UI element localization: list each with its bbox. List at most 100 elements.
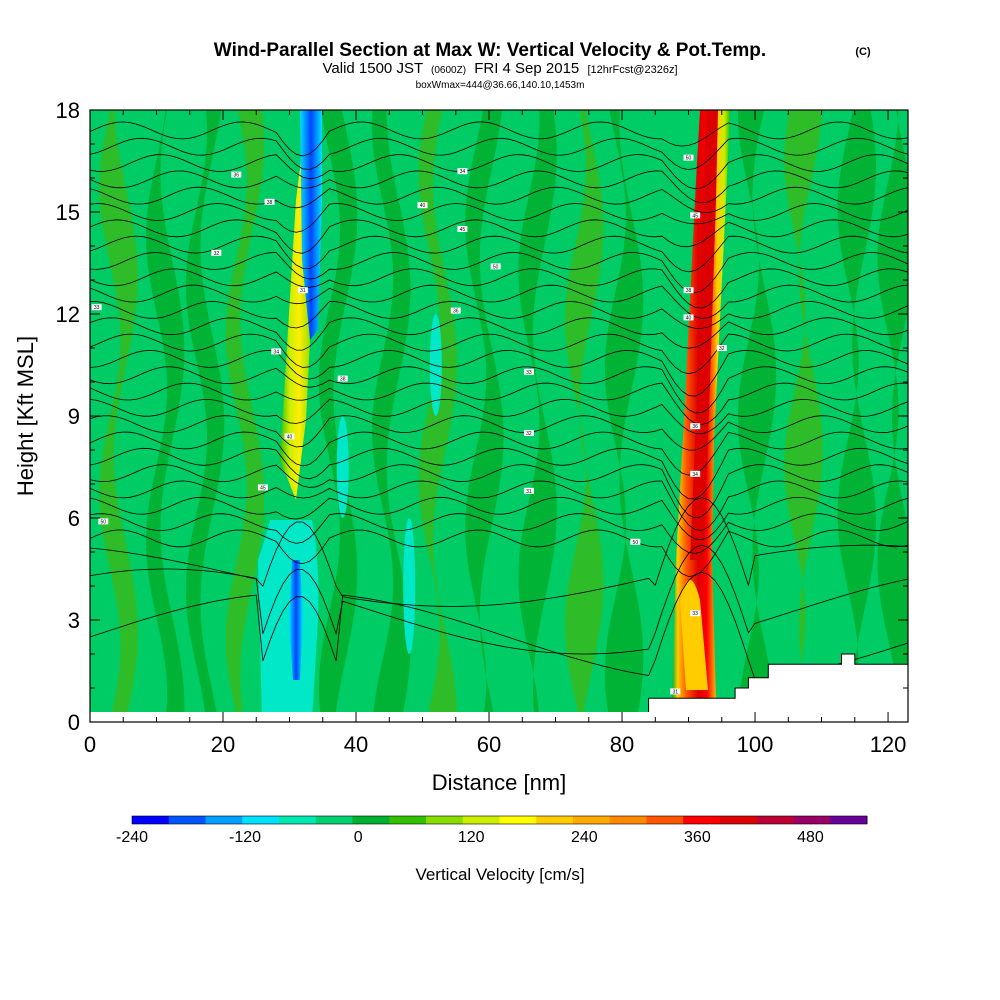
colorbar-frame <box>131 815 868 825</box>
y-axis-label: Height [Kft MSL] <box>13 336 38 496</box>
theta-contour <box>90 300 908 329</box>
x-tick-label: 60 <box>477 732 501 757</box>
contour-label: 50 <box>630 538 641 546</box>
colorbar-tick-label: 240 <box>571 829 598 846</box>
y-tick-label: 6 <box>68 506 80 531</box>
theta-contour <box>90 480 908 531</box>
downdraft-patch <box>429 314 442 416</box>
theta-contour <box>90 333 908 375</box>
box-max-info: boxWmax=444@36.66,140.10,1453m <box>416 80 585 91</box>
updraft-band <box>737 110 777 722</box>
updraft-band <box>564 110 604 722</box>
svg-text:45: 45 <box>260 485 266 491</box>
svg-text:36: 36 <box>453 309 459 315</box>
colorbar-swatch <box>536 816 574 824</box>
colorbar-tick-label: 480 <box>797 829 824 846</box>
contour-label: 31 <box>670 688 681 695</box>
theta-contour <box>90 170 908 204</box>
svg-text:50: 50 <box>633 540 639 546</box>
theta-contour <box>90 186 908 214</box>
main-updraft-core <box>690 110 718 560</box>
svg-text:38: 38 <box>267 200 273 206</box>
svg-text:32: 32 <box>214 251 220 257</box>
colorbar-swatch <box>315 816 353 824</box>
theta-contour <box>90 268 908 309</box>
x-tick-label: 20 <box>211 732 235 757</box>
theta-contour-labels: 50 45 40 38 36 34 33 32 31 50 45 40 38 36 34 33 32 31 50 45… <box>91 154 727 695</box>
colorbar-tick-label: 120 <box>458 829 485 846</box>
contour-label: 38 <box>683 287 694 294</box>
updraft-band <box>877 110 908 722</box>
svg-text:40: 40 <box>420 203 426 209</box>
svg-text:38: 38 <box>686 288 692 294</box>
theta-contour <box>90 529 908 577</box>
contour-label: 50 <box>683 154 694 162</box>
colorbar-swatch <box>132 816 170 824</box>
valid-time: Valid 1500 JST (0600Z) FRI 4 Sep 2015 [1… <box>323 60 678 77</box>
svg-text:33: 33 <box>526 370 532 376</box>
colorbar-tick-label: -120 <box>229 829 261 846</box>
contour-label: 33 <box>523 368 534 376</box>
copyright-mark: (C) <box>855 46 871 58</box>
colorbar-label: Vertical Velocity [cm/s] <box>415 865 584 884</box>
colorbar-tick-label: 360 <box>684 829 711 846</box>
contour-label: 32 <box>523 430 534 437</box>
downdraft-column-low <box>258 520 319 720</box>
theta-contour <box>90 235 908 273</box>
updraft-band <box>225 110 265 722</box>
theta-contour <box>90 447 908 500</box>
x-tick-label: 100 <box>737 732 774 757</box>
x-axis-label: Distance [nm] <box>432 770 567 795</box>
contour-label: 36 <box>690 423 701 430</box>
contour-label: 36 <box>450 307 461 315</box>
svg-text:34: 34 <box>273 349 279 355</box>
svg-text:36: 36 <box>692 424 698 430</box>
svg-text:50: 50 <box>493 264 499 270</box>
theta-contours <box>90 121 908 680</box>
valid-zulu: (0600Z) <box>431 65 466 76</box>
colorbar-swatch <box>279 816 317 824</box>
colorbar-swatch <box>352 816 390 824</box>
updraft-band <box>465 110 504 722</box>
contour-label: 40 <box>417 202 428 209</box>
svg-text:45: 45 <box>692 213 698 219</box>
contour-label: 31 <box>297 287 308 294</box>
colorbar-swatch <box>720 816 758 824</box>
velocity-bands <box>99 110 908 722</box>
x-tick-label: 120 <box>870 732 907 757</box>
contour-label: 45 <box>690 212 701 219</box>
svg-text:50: 50 <box>101 519 107 525</box>
theta-contour <box>90 398 908 435</box>
contour-label: 40 <box>683 314 694 321</box>
colorbar-swatch <box>426 816 464 824</box>
colorbar-swatch <box>499 816 537 824</box>
updraft-band <box>185 110 225 722</box>
svg-text:50: 50 <box>686 156 692 162</box>
plot-area: 50 45 40 38 36 34 33 32 31 50 45 40 38 36 34 33 32 31 50 45… <box>90 110 908 722</box>
svg-text:34: 34 <box>460 169 466 175</box>
updraft-band <box>518 110 557 722</box>
downdraft-patch <box>403 518 416 654</box>
y-tick-label: 0 <box>68 710 80 735</box>
theta-contour <box>90 284 908 319</box>
updraft-band <box>418 110 458 722</box>
svg-text:31: 31 <box>526 489 532 495</box>
svg-text:33: 33 <box>692 611 698 617</box>
svg-text:31: 31 <box>672 689 678 695</box>
colorbar-swatch <box>793 816 831 824</box>
contour-label: 50 <box>490 263 501 270</box>
theta-contour <box>90 513 908 554</box>
svg-text:33: 33 <box>94 305 100 311</box>
theta-contour <box>90 349 908 397</box>
svg-text:40: 40 <box>287 434 293 440</box>
x-tick-label: 80 <box>610 732 634 757</box>
svg-text:40: 40 <box>686 315 692 321</box>
svg-text:34: 34 <box>692 472 698 478</box>
theta-contour <box>90 464 908 519</box>
svg-text:45: 45 <box>460 227 466 233</box>
downdraft-core-low <box>289 560 303 680</box>
colorbar-swatch <box>389 816 427 824</box>
colorbar-swatch <box>242 816 280 824</box>
